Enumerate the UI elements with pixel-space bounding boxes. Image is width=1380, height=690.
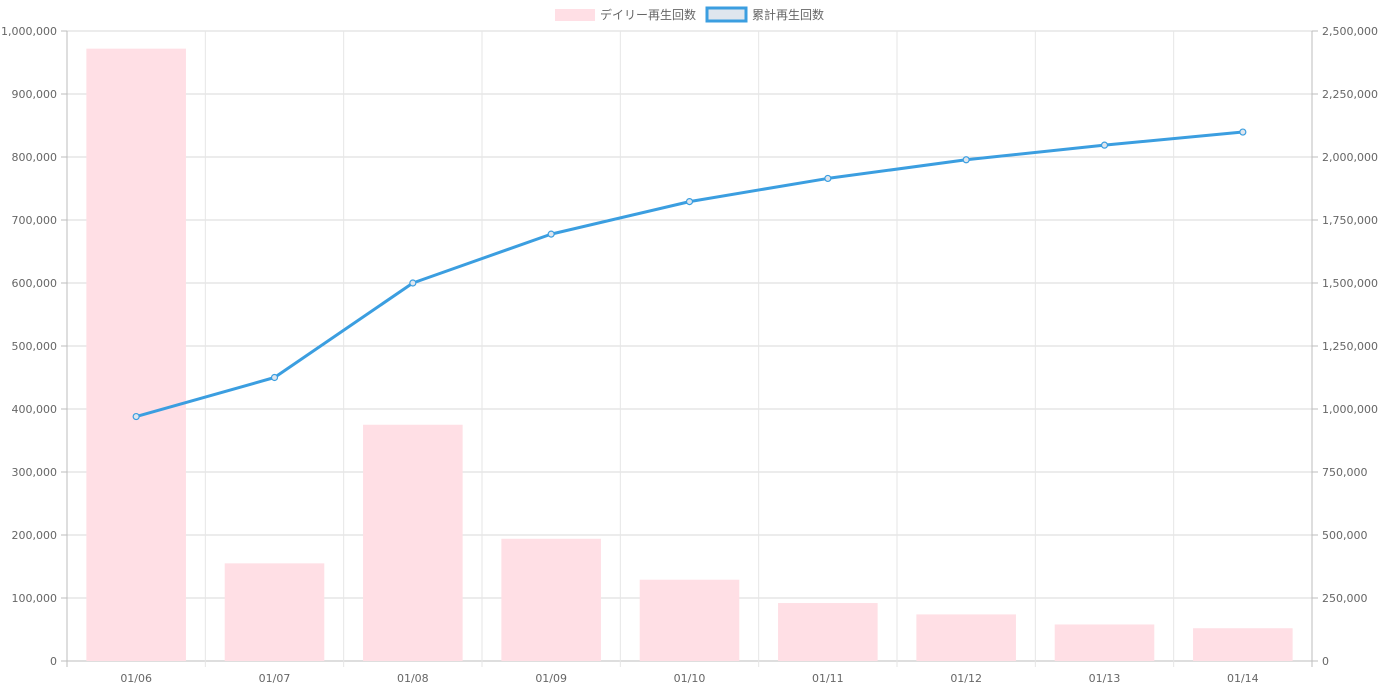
x-tick-label: 01/06: [120, 672, 152, 685]
legend-item-daily[interactable]: デイリー再生回数: [555, 7, 696, 22]
x-tick-label: 01/08: [397, 672, 429, 685]
legend-label-cumulative: 累計再生回数: [752, 7, 824, 22]
line-point: [547, 230, 555, 238]
x-tick-label: 01/12: [950, 672, 982, 685]
y-left-tick-label: 1,000,000: [1, 25, 57, 38]
x-tick-label: 01/09: [535, 672, 567, 685]
bar: [778, 603, 878, 661]
y-left-tick-label: 900,000: [12, 88, 58, 101]
y-right-tick-label: 1,250,000: [1322, 340, 1378, 353]
y-right-tick-label: 500,000: [1322, 529, 1368, 542]
bar: [224, 563, 325, 661]
y-left-tick-label: 0: [50, 655, 57, 668]
x-tick-label: 01/13: [1089, 672, 1121, 685]
legend[interactable]: デイリー再生回数 累計再生回数: [555, 6, 824, 23]
y-right-tick-label: 2,250,000: [1322, 88, 1378, 101]
cumulative-line: [135, 130, 1243, 419]
bar: [916, 614, 1016, 661]
y-left-tick-label: 800,000: [12, 151, 58, 164]
bar: [1054, 624, 1155, 661]
y-left-tick-label: 500,000: [12, 340, 58, 353]
y-right-tick-label: 1,500,000: [1322, 277, 1378, 290]
line-series-layer: [132, 128, 1247, 421]
y-right-tick-label: 1,750,000: [1322, 214, 1378, 227]
x-tick-label: 01/14: [1227, 672, 1259, 685]
line-point: [132, 412, 140, 421]
legend-swatch-cumulative: [705, 6, 748, 23]
line-point: [962, 156, 970, 164]
y-left-tick-label: 200,000: [12, 529, 58, 542]
y-left-tick-label: 100,000: [12, 592, 58, 605]
line-point: [270, 373, 279, 382]
grid-layer: [66, 30, 1313, 667]
x-tick-label: 01/11: [812, 672, 844, 685]
line-point: [685, 198, 694, 206]
bar: [1193, 628, 1293, 661]
line-point: [1100, 141, 1109, 149]
bar: [639, 579, 740, 661]
x-tick-label: 01/10: [674, 672, 706, 685]
legend-label-daily: デイリー再生回数: [600, 7, 696, 22]
y-left-tick-label: 700,000: [12, 214, 58, 227]
y-right-tick-label: 2,000,000: [1322, 151, 1378, 164]
line-point: [1239, 128, 1247, 136]
y-left-tick-label: 300,000: [12, 466, 58, 479]
line-point: [824, 174, 832, 183]
bar: [501, 538, 601, 661]
axis-layer: 0 0 100,000 250,000 200,000 500,000 300,000 750…: [1, 25, 1378, 685]
y-right-tick-label: 2,500,000: [1322, 25, 1378, 38]
y-right-tick-label: 0: [1322, 655, 1329, 668]
y-left-tick-label: 600,000: [12, 277, 58, 290]
legend-swatch-daily: [555, 9, 595, 21]
bar-series-layer: [86, 48, 1293, 661]
bar: [363, 424, 463, 661]
bar: [86, 48, 186, 661]
y-right-tick-label: 250,000: [1322, 592, 1368, 605]
y-right-tick-label: 750,000: [1322, 466, 1368, 479]
y-right-tick-label: 1,000,000: [1322, 403, 1378, 416]
y-left-tick-label: 400,000: [12, 403, 58, 416]
x-tick-label: 01/07: [259, 672, 291, 685]
legend-item-cumulative[interactable]: 累計再生回数: [705, 6, 824, 23]
line-point: [409, 279, 417, 287]
